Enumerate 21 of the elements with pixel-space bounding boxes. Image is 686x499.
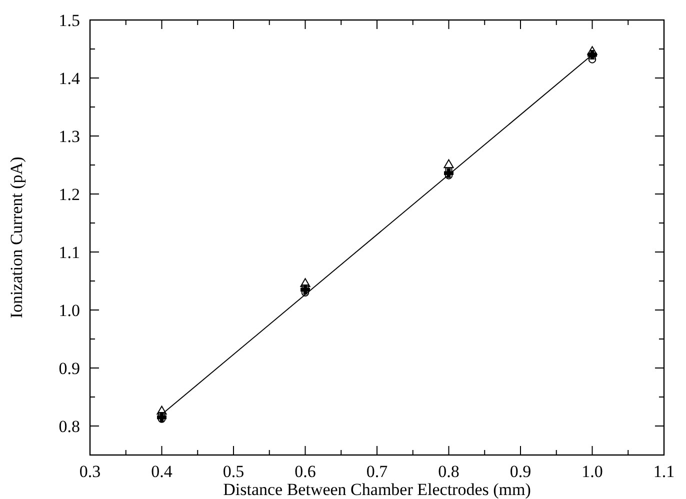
x-tick-label: 0.6 (294, 462, 316, 481)
x-tick-label: 0.3 (79, 462, 101, 481)
y-tick-label: 0.9 (58, 358, 80, 378)
y-tick-label: 1.0 (58, 300, 80, 320)
y-tick-label: 0.8 (58, 416, 80, 436)
x-tick-label: 0.9 (510, 462, 532, 481)
y-tick-label: 1.2 (58, 184, 80, 204)
y-tick-label: 1.1 (58, 242, 80, 262)
point (444, 159, 454, 168)
x-tick-label: 0.8 (438, 462, 460, 481)
x-tick-label: 1.1 (653, 462, 675, 481)
y-tick-label: 1.5 (58, 10, 80, 30)
y-tick-label: 1.3 (58, 126, 80, 146)
x-tick-label: 1.0 (582, 462, 603, 481)
y-tick-label: 1.4 (58, 68, 80, 88)
x-tick-label: 0.7 (366, 462, 388, 481)
x-tick-label: 0.5 (222, 462, 244, 481)
x-axis-title: Distance Between Chamber Electrodes (mm) (223, 480, 531, 499)
y-axis-title: Ionization Current (pA) (7, 156, 26, 318)
point (157, 412, 166, 422)
x-tick-label: 0.4 (151, 462, 173, 481)
